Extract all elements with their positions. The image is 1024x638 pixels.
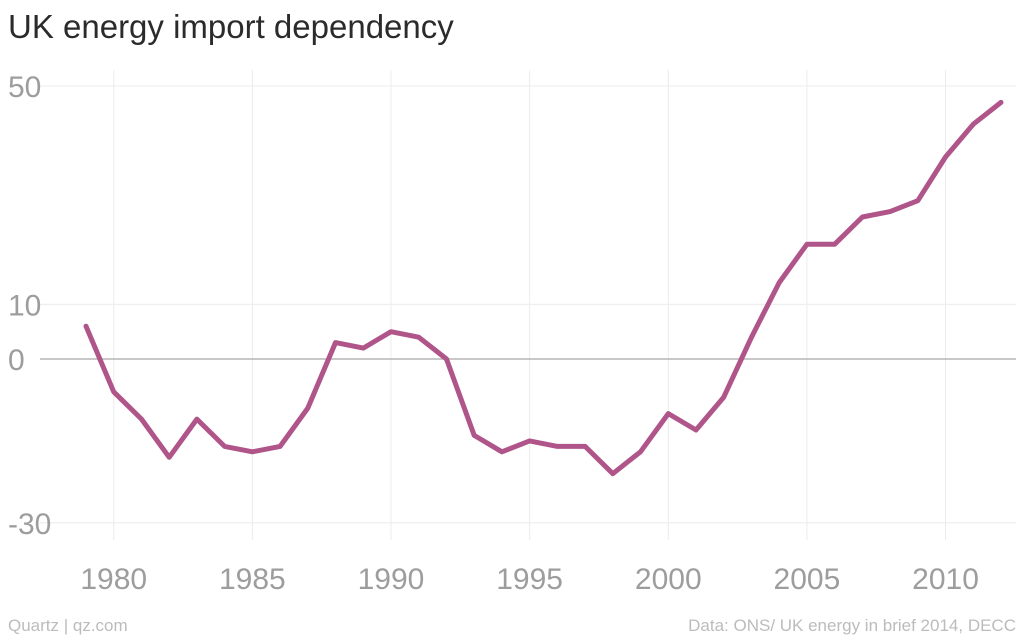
- y-tick-label: 10: [8, 289, 41, 322]
- series-line: [83, 99, 1004, 477]
- x-axis-ticks: 1980 1985 1990 1995 2000 2005 2010: [80, 563, 979, 596]
- y-tick-label: -30: [8, 508, 51, 541]
- x-tick-label: 1985: [219, 563, 286, 596]
- x-tick-label: 1990: [358, 563, 425, 596]
- y-tick-label: 50: [8, 71, 41, 104]
- chart-title: UK energy import dependency: [8, 8, 454, 45]
- x-tick-label: 2010: [912, 563, 979, 596]
- x-tick-label: 2005: [774, 563, 841, 596]
- grid-lines: [40, 70, 1016, 540]
- data-source-note: Data: ONS/ UK energy in brief 2014, DECC: [688, 616, 1016, 635]
- x-tick-label: 2000: [635, 563, 702, 596]
- source-credit: Quartz | qz.com: [8, 616, 128, 635]
- x-tick-label: 1980: [80, 563, 147, 596]
- series-lines: [83, 99, 1004, 477]
- y-axis-ticks: 50 10 0 -30: [8, 71, 51, 541]
- y-tick-label: 0: [8, 344, 25, 377]
- x-tick-label: 1995: [496, 563, 563, 596]
